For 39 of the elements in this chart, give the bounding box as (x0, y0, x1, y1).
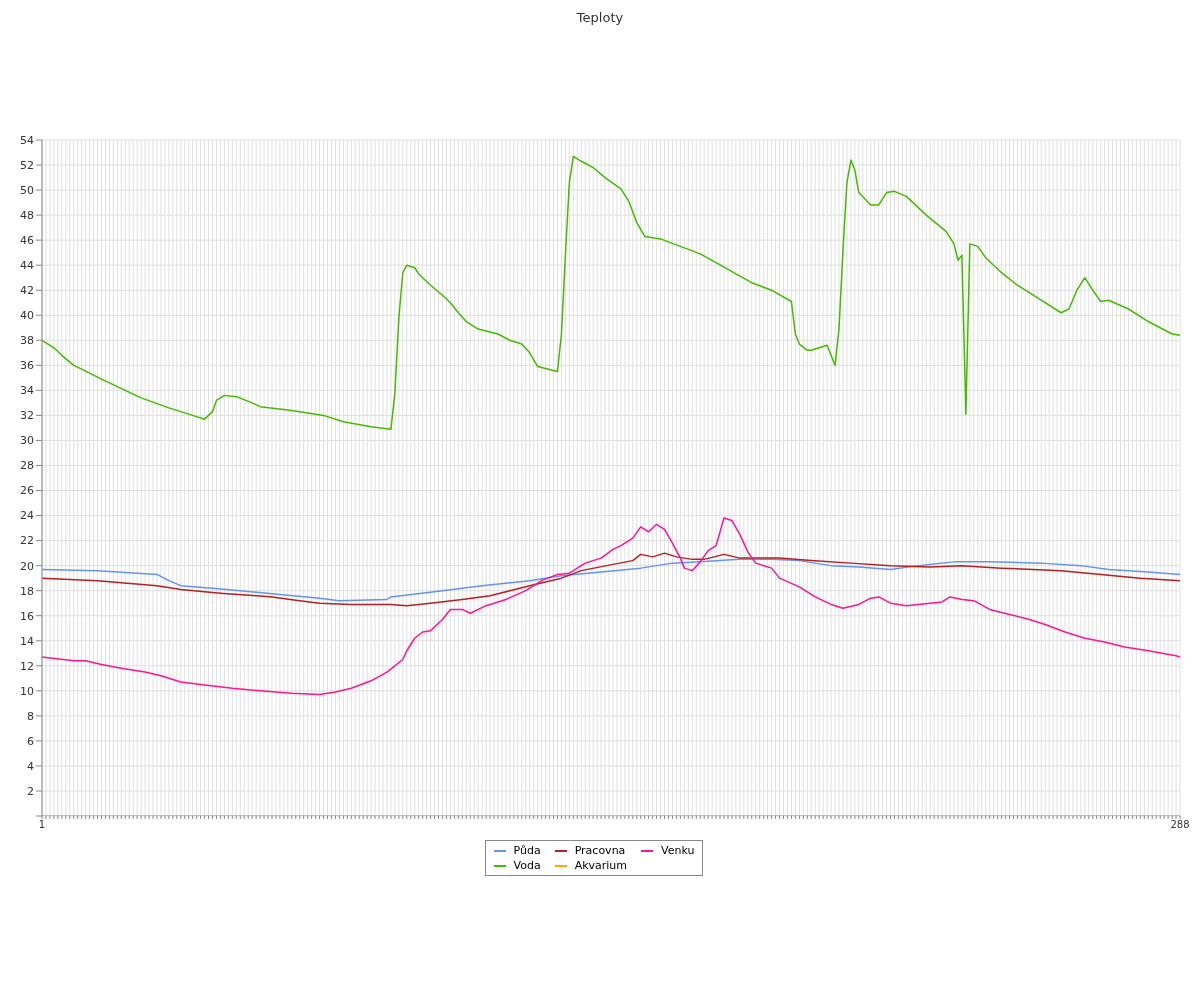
legend-label: Voda (513, 859, 541, 872)
y-tick-label: 32 (20, 409, 34, 423)
x-tick-label: 1 (38, 819, 46, 831)
y-tick-label: 52 (20, 158, 34, 172)
x-tick-label: 288 (1170, 819, 1190, 831)
y-tick-label: 18 (20, 584, 34, 598)
y-tick-label: 30 (20, 434, 34, 448)
y-tick-label: 2 (27, 784, 34, 798)
legend-label: Venku (661, 844, 695, 857)
y-tick-label: 38 (20, 334, 34, 348)
y-tick-label: 54 (20, 133, 34, 147)
y-tick-label: 4 (27, 759, 34, 773)
line-series (42, 517, 1180, 696)
y-tick-label: 8 (27, 709, 34, 723)
line-series (42, 558, 1180, 602)
y-tick-label: 42 (20, 284, 34, 298)
y-tick-label: 40 (20, 309, 34, 323)
y-tick-label: 10 (20, 684, 34, 698)
y-tick-label: 28 (20, 459, 34, 473)
legend-label: Půda (513, 844, 541, 857)
y-tick-label: 12 (20, 659, 34, 673)
y-tick-label: 16 (20, 609, 34, 623)
y-tick-label: 24 (20, 509, 34, 523)
y-tick-label: 46 (20, 234, 34, 248)
line-series (42, 155, 1180, 430)
y-tick-label: 14 (20, 634, 34, 648)
y-tick-label: 26 (20, 484, 34, 498)
y-tick-label: 6 (27, 734, 34, 748)
legend-label: Akvarium (574, 859, 628, 872)
line-series (42, 552, 1180, 607)
y-tick-label: 20 (20, 559, 34, 573)
y-tick-label: 50 (20, 183, 34, 197)
y-tick-label: 44 (20, 259, 34, 273)
y-tick-label: 22 (20, 534, 34, 548)
chart-title: Teploty (575, 9, 625, 27)
legend-label: Pracovna (574, 844, 626, 857)
y-tick-label: 36 (20, 359, 34, 373)
y-tick-label: 34 (20, 384, 34, 398)
y-tick-label: 48 (20, 209, 34, 223)
